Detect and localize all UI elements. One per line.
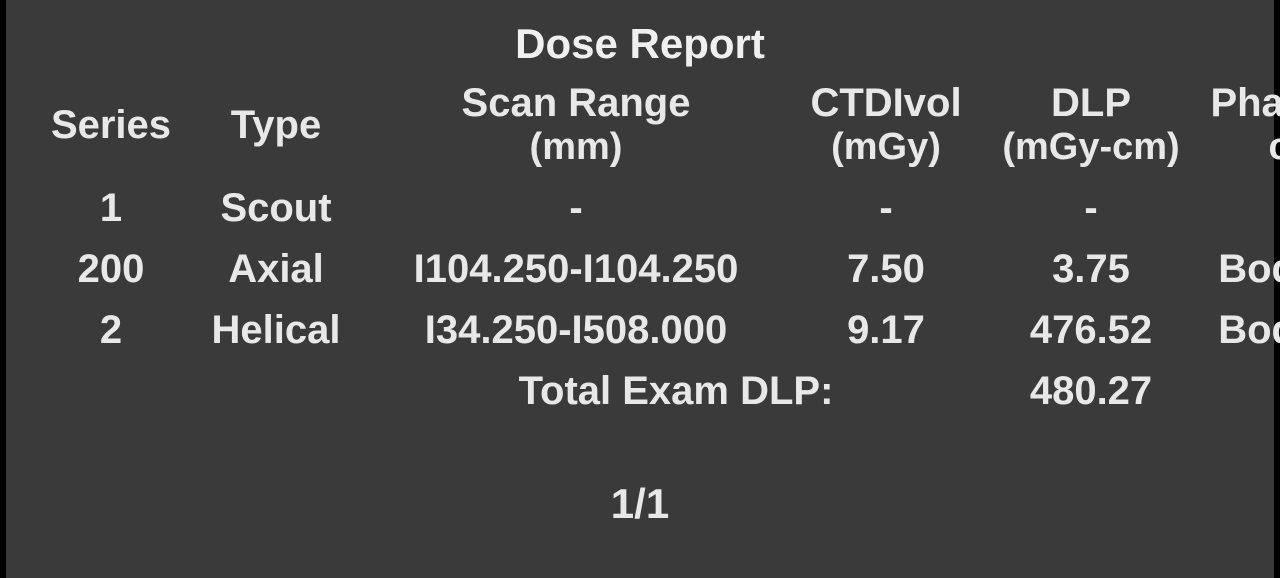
col-header-ctdi-line2: (mGy) (790, 126, 982, 170)
cell-type: Scout (186, 178, 366, 239)
col-header-phantom-line2: cm (1200, 126, 1280, 170)
cell-dlp: 3.75 (986, 239, 1196, 300)
total-row: Total Exam DLP: 480.27 (36, 361, 1280, 422)
cell-phantom: - (1196, 178, 1280, 239)
col-header-range-line1: Scan Range (462, 81, 691, 125)
col-header-dlp: DLP (mGy-cm) (986, 72, 1196, 178)
cell-type: Axial (186, 239, 366, 300)
cell-dlp: - (986, 178, 1196, 239)
col-header-dlp-line2: (mGy-cm) (990, 126, 1192, 170)
col-header-phantom: Phantom cm (1196, 72, 1280, 178)
cell-type: Helical (186, 300, 366, 361)
dose-table-header: Series Type Scan Range (mm) CTDIvol (mGy… (36, 72, 1280, 178)
col-header-type: Type (186, 72, 366, 178)
col-header-range: Scan Range (mm) (366, 72, 786, 178)
total-exam-dlp-value: 480.27 (986, 361, 1196, 422)
page-indicator: 1/1 (6, 480, 1274, 528)
table-row: 2 Helical I34.250-I508.000 9.17 476.52 B… (36, 300, 1280, 361)
cell-series: 200 (36, 239, 186, 300)
cell-ctdi: 9.17 (786, 300, 986, 361)
col-header-type-line1: Type (231, 103, 321, 147)
col-header-phantom-line1: Phantom (1210, 81, 1280, 125)
cell-ctdi: - (786, 178, 986, 239)
table-row: 1 Scout - - - - (36, 178, 1280, 239)
col-header-series: Series (36, 72, 186, 178)
total-exam-dlp-label: Total Exam DLP: (366, 361, 986, 422)
table-row: 200 Axial I104.250-I104.250 7.50 3.75 Bo… (36, 239, 1280, 300)
cell-series: 1 (36, 178, 186, 239)
cell-dlp: 476.52 (986, 300, 1196, 361)
dose-table-body: 1 Scout - - - - 200 Axial I104.250-I104.… (36, 178, 1280, 422)
col-header-ctdi-line1: CTDIvol (810, 81, 961, 125)
dose-table: Series Type Scan Range (mm) CTDIvol (mGy… (36, 72, 1280, 422)
cell-phantom: Body 32 (1196, 239, 1280, 300)
cell-range: I34.250-I508.000 (366, 300, 786, 361)
col-header-series-line1: Series (51, 103, 171, 147)
cell-phantom: Body 32 (1196, 300, 1280, 361)
cell-range: I104.250-I104.250 (366, 239, 786, 300)
report-title: Dose Report (36, 20, 1244, 68)
cell-range: - (366, 178, 786, 239)
cell-ctdi: 7.50 (786, 239, 986, 300)
col-header-dlp-line1: DLP (1051, 81, 1131, 125)
col-header-range-line2: (mm) (370, 126, 782, 170)
dose-report-frame: Dose Report Series Type Scan Range (mm) … (0, 0, 1280, 578)
col-header-ctdi: CTDIvol (mGy) (786, 72, 986, 178)
cell-series: 2 (36, 300, 186, 361)
